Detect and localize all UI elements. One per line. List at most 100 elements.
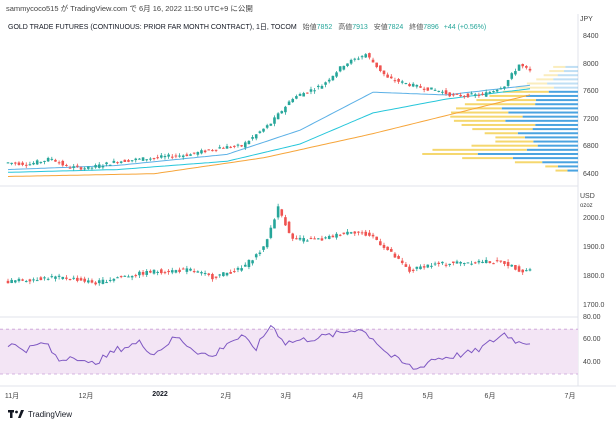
usd-candle [273, 219, 276, 229]
footer-brand[interactable]: TradingView [8, 409, 72, 419]
usd-candle [39, 277, 43, 281]
price-candle [57, 162, 61, 164]
close-label: 終値 [409, 24, 424, 31]
rsi-axis-tick: 80.00 [583, 314, 601, 321]
symbol-title[interactable]: GOLD TRADE FUTURES (CONTINUOUS: PRIOR FA… [8, 24, 297, 31]
price-candle [306, 92, 309, 94]
usd-candle [470, 263, 473, 265]
price-axis-tick: 8000 [583, 60, 599, 68]
price-candle [492, 91, 495, 93]
vp-up-bar [542, 161, 578, 164]
usd-candle [141, 272, 145, 275]
usd-candle [338, 234, 342, 236]
vp-up-bar [567, 169, 578, 172]
usd-candle [134, 275, 138, 277]
price-candle [108, 164, 112, 166]
price-candle [50, 158, 54, 160]
usd-candle [284, 217, 287, 226]
low-label: 安値 [373, 24, 388, 31]
vp-down-bar [514, 161, 543, 164]
usd-candle [28, 279, 32, 282]
usd-candle [466, 262, 470, 264]
usd-candle [488, 261, 492, 264]
price-axis-tick: 7600 [583, 88, 599, 96]
vp-up-bar [501, 107, 578, 110]
usd-candle [492, 263, 495, 265]
price-candle [87, 166, 90, 169]
price-candle [130, 160, 134, 162]
price-candle [353, 58, 357, 60]
price-candle [10, 162, 13, 164]
vp-down-bar [453, 119, 506, 122]
usd-candle [265, 239, 269, 248]
usd-candle [127, 276, 130, 278]
time-axis-label: 2月 [220, 393, 232, 400]
price-candle [254, 134, 258, 139]
price-axis-tick: 6400 [583, 171, 599, 179]
vp-up-bar [508, 111, 578, 114]
usd-candle [444, 264, 448, 266]
symbol-info-row: GOLD TRADE FUTURES (CONTINUOUS: PRIOR FA… [8, 22, 486, 32]
usd-candle [76, 277, 79, 281]
usd-candle [331, 235, 335, 238]
vp-up-bar [548, 90, 578, 93]
price-candle [21, 162, 24, 165]
price-candle [240, 145, 243, 147]
time-axis-label: 2022 [152, 391, 168, 398]
close-value: 7896 [423, 24, 439, 31]
usd-candle [364, 231, 368, 236]
price-candle [97, 164, 101, 168]
vp-down-bar [462, 157, 513, 160]
price-candle [302, 93, 305, 97]
usd-candle [185, 268, 189, 272]
time-axis-label: 12月 [78, 393, 94, 400]
price-candle [415, 84, 419, 87]
price-candle [236, 144, 240, 146]
time-axis-label: 4月 [352, 393, 364, 400]
usd-candle [61, 276, 65, 279]
usd-candle [276, 206, 280, 218]
usd-candle [225, 272, 229, 276]
price-candle [225, 146, 229, 149]
rsi-indicator [0, 324, 578, 375]
price-candle [346, 63, 349, 67]
price-candle [521, 64, 524, 67]
price-candle [83, 168, 86, 170]
usd-candle [222, 272, 225, 277]
usd-candle [342, 232, 346, 234]
price-candle [441, 91, 444, 93]
usd-candle [269, 227, 273, 238]
price-candle [484, 92, 488, 97]
price-candle [43, 160, 46, 162]
usd-candle [57, 275, 61, 277]
usd-candle [306, 240, 309, 242]
price-candle [94, 165, 97, 168]
rsi-axis-tick: 40.00 [583, 358, 601, 366]
usd-candle [181, 268, 185, 270]
usd-candle [108, 279, 112, 281]
price-candle [160, 155, 163, 158]
usd-unit: USD [580, 193, 595, 200]
usd-candle [408, 266, 411, 272]
vp-up-bar [517, 132, 578, 135]
price-axis-tick: 8400 [583, 32, 599, 40]
usd-candle [459, 262, 462, 264]
footer-brand-name: TradingView [28, 409, 73, 419]
price-candle [488, 91, 492, 94]
usd-candle [426, 264, 430, 268]
price-candle [291, 99, 295, 103]
price-candle [364, 54, 368, 58]
vp-down-bar [553, 65, 566, 68]
usd-axis-tick: 1900.0 [583, 244, 605, 252]
usd-candle [389, 248, 393, 252]
price-candle [196, 152, 200, 155]
price-candle [127, 160, 130, 162]
price-candle [495, 89, 499, 92]
price-axis-tick: 7200 [583, 115, 599, 123]
usd-candle [50, 276, 54, 278]
vp-down-bar [545, 165, 558, 168]
vp-down-bar [450, 115, 523, 118]
usd-candle [46, 278, 50, 280]
usd-candle [404, 264, 408, 267]
